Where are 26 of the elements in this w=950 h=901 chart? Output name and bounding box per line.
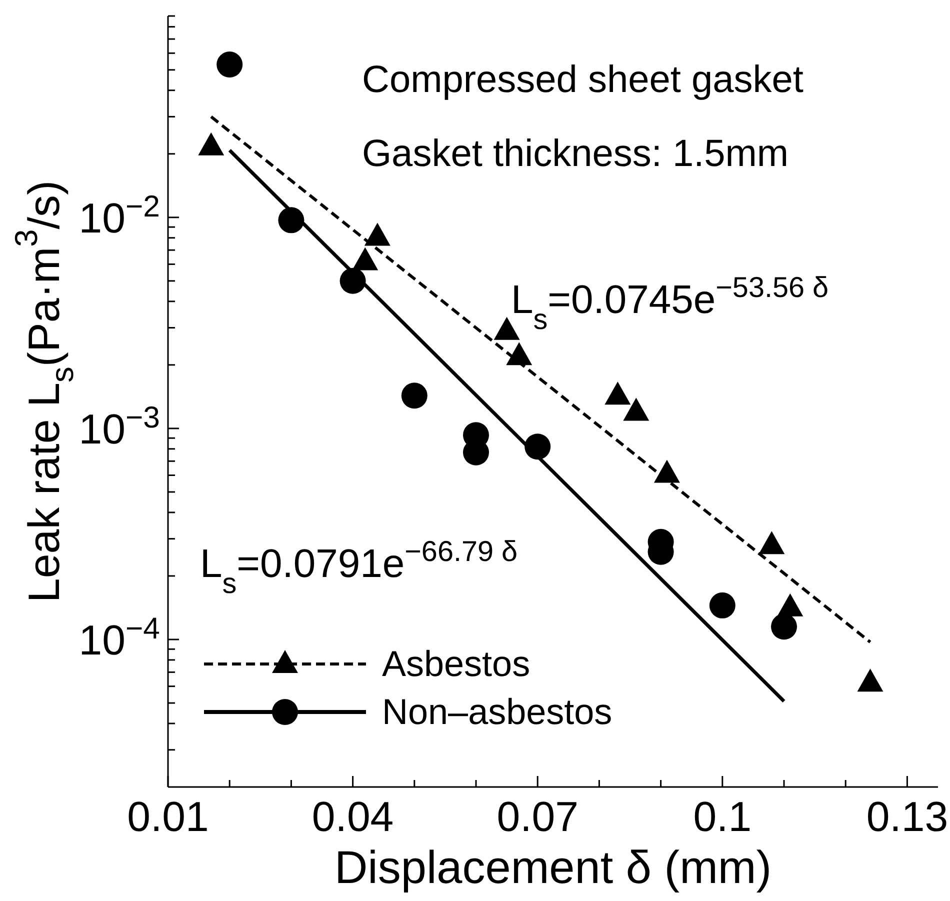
x-tick-label: 0.01 [127, 793, 209, 840]
point [364, 222, 390, 246]
point [494, 316, 520, 340]
x-tick-label: 0.07 [496, 793, 578, 840]
point [604, 382, 631, 405]
legend-label: Non–asbestos [382, 691, 612, 733]
point [771, 614, 797, 640]
y-tick-label: 10$^{−2}$ [78, 190, 160, 242]
point [401, 382, 428, 409]
point [506, 342, 532, 366]
point [524, 434, 551, 460]
x-tick-label: 0.13 [866, 793, 948, 840]
point [709, 592, 736, 618]
y-tick-label: 10$^{−3}$ [78, 400, 160, 452]
point [198, 132, 224, 156]
legend-label: Asbestos [382, 643, 530, 685]
annotation: L$_{s}$=0.0791e$^{−66.79 δ}$ [200, 536, 518, 600]
annotation: Compressed sheet gasket [362, 59, 804, 101]
point [623, 398, 650, 421]
annotation: L$_{s}$=0.0745e$^{−53.56 δ}$ [511, 272, 829, 336]
annotation: Gasket thickness: 1.5mm [362, 133, 789, 175]
x-tick-label: 0.1 [693, 793, 752, 840]
x-tick-label: 0.04 [312, 793, 394, 840]
y-tick-label: 10$^{−4}$ [78, 612, 160, 664]
x-axis-title: Displacement δ (mm) [334, 841, 772, 893]
point [352, 247, 378, 270]
